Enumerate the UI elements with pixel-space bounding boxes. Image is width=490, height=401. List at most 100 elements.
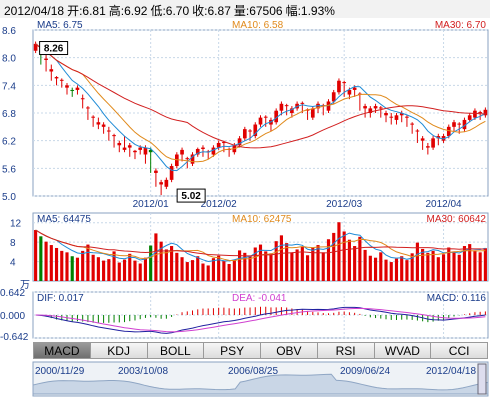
candle-body — [399, 113, 404, 116]
candle-body — [148, 149, 153, 153]
candle-body — [216, 142, 221, 148]
candle-body — [352, 87, 357, 90]
volume-bar — [384, 259, 388, 281]
volume-bar — [321, 252, 325, 281]
tab-psy[interactable]: PSY — [204, 342, 261, 359]
volume-bar — [143, 257, 148, 281]
volume-bar — [96, 257, 100, 281]
volume-bar — [232, 259, 236, 281]
volume-bar — [279, 235, 283, 281]
volume-bar — [253, 247, 257, 281]
volume-tick-label: 12 — [10, 219, 22, 230]
tab-rsi[interactable]: RSI — [317, 342, 375, 359]
candle-body — [258, 117, 263, 125]
candle-body — [431, 138, 435, 148]
candle-body — [462, 119, 467, 130]
volume-bar — [394, 258, 399, 281]
volume-bar — [306, 255, 310, 281]
candle-body — [195, 148, 200, 155]
candle-body — [180, 149, 184, 155]
timeline-handle[interactable] — [477, 363, 487, 395]
volume-bar — [75, 257, 80, 281]
volume-bar — [274, 241, 278, 281]
volume-bar — [122, 259, 127, 281]
volume-bar — [211, 258, 215, 281]
tab-obv[interactable]: OBV — [261, 342, 318, 359]
volume-bar — [201, 263, 205, 281]
candle-body — [274, 110, 279, 123]
volume-bar — [342, 231, 346, 281]
volume-bar — [405, 260, 409, 281]
candle-body — [174, 154, 179, 167]
candle-body — [394, 115, 399, 120]
candle-body — [389, 116, 394, 118]
volume-ma10-legend: MA10: 62475 — [232, 214, 292, 225]
price-tick-label: 8.0 — [2, 54, 16, 65]
candle-body — [222, 142, 226, 144]
volume-bar — [217, 255, 221, 281]
tab-kdj[interactable]: KDJ — [90, 342, 148, 359]
tab-macd[interactable]: MACD — [33, 342, 91, 359]
volume-bar — [473, 250, 477, 281]
candle-body — [117, 142, 122, 146]
candle-body — [59, 79, 64, 81]
volume-bar — [457, 254, 461, 281]
tab-cci[interactable]: CCI — [431, 342, 488, 359]
volume-bar — [478, 252, 482, 281]
low-marker-box — [176, 188, 206, 203]
candle-body — [33, 43, 38, 51]
volume-bar — [468, 244, 472, 281]
macd-tick-label: 0.000 — [0, 311, 25, 322]
high-marker-label: 8.26 — [44, 44, 64, 55]
candle-body — [363, 106, 367, 109]
candle-body — [91, 116, 95, 118]
candle-body — [211, 147, 216, 155]
volume-tick-label: 4 — [10, 258, 16, 269]
candle-body — [127, 145, 132, 148]
volume-bar — [347, 239, 351, 281]
volume-bar — [426, 252, 430, 281]
price-tick-label: 7.4 — [2, 81, 16, 92]
volume-bar — [269, 253, 273, 281]
quote-low: 低:6.70 — [150, 4, 190, 18]
price-tick-label: 6.2 — [2, 137, 16, 148]
volume-bar — [373, 257, 378, 281]
volume-bar — [81, 250, 85, 281]
candle-body — [65, 85, 69, 88]
timeline-label: 2012/04/18 — [426, 366, 476, 377]
candle-body — [49, 69, 54, 72]
candle-body — [80, 98, 85, 100]
volume-bar — [128, 253, 132, 281]
volume-bar — [180, 257, 184, 281]
header-band — [0, 0, 490, 18]
volume-bar — [326, 239, 331, 281]
volume-bar — [164, 249, 168, 281]
volume-bar — [39, 236, 43, 281]
candle-body — [101, 124, 106, 127]
volume-bar — [112, 251, 116, 281]
candle-body — [467, 115, 472, 120]
volume-bar — [332, 232, 336, 281]
volume-bar — [452, 251, 456, 281]
candle-body — [44, 58, 48, 60]
volume-bar — [431, 250, 435, 281]
volume-bar — [44, 241, 48, 281]
candle-body — [54, 77, 59, 79]
candle-body — [75, 87, 80, 90]
candle-body — [446, 126, 451, 137]
candle-body — [159, 182, 163, 185]
candle-body — [133, 150, 137, 153]
price-ma10-line — [35, 43, 486, 163]
volume-bar — [379, 252, 383, 281]
volume-bar — [185, 262, 189, 281]
tab-boll[interactable]: BOLL — [147, 342, 205, 359]
candle-body — [107, 130, 111, 132]
tab-wvad[interactable]: WVAD — [374, 342, 432, 359]
candle-body — [86, 107, 90, 109]
volume-bar — [60, 250, 64, 281]
macd-dif-line — [35, 306, 486, 334]
macd-dea-legend: DEA: -0.041 — [232, 293, 287, 304]
candle-body — [290, 108, 294, 113]
low-marker-label: 5.02 — [181, 191, 201, 202]
candle-body — [190, 154, 195, 164]
